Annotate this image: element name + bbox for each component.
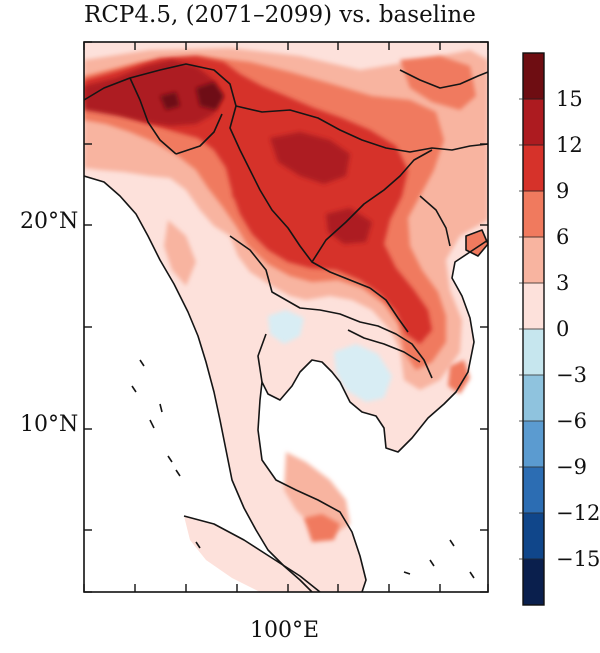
- colorbar-segment: [523, 283, 544, 330]
- colorbar-tick-label: −6: [556, 409, 587, 433]
- colorbar-segment: [523, 191, 544, 238]
- y-tick-label-20n: 20°N: [20, 209, 79, 234]
- colorbar-segment: [523, 421, 544, 468]
- map-frame: [83, 41, 489, 593]
- colorbar-tick-label: 9: [556, 179, 569, 203]
- colorbar-tick-label: 6: [556, 225, 569, 249]
- colorbar-segment: [523, 513, 544, 560]
- colorbar-segment: [523, 53, 544, 100]
- colorbar-tick-label: −12: [556, 501, 600, 525]
- colorbar: [519, 52, 545, 606]
- colorbar-tick-label: −15: [556, 547, 600, 571]
- colorbar-segment: [523, 559, 544, 606]
- colorbar-labels: 15 12 9 6 3 0 −3 −6 −9 −12 −15: [556, 87, 600, 571]
- colorbar-segment: [523, 99, 544, 146]
- temperature-anomaly-field: [84, 42, 488, 592]
- colorbar-segment: [523, 375, 544, 422]
- colorbar-tick-label: 0: [556, 317, 569, 341]
- colorbar-tick-label: 15: [556, 87, 583, 111]
- colorbar-tick-label: −9: [556, 455, 587, 479]
- colorbar-tick-label: −3: [556, 363, 587, 387]
- colorbar-tick-label: 12: [556, 133, 583, 157]
- country-borders: [84, 63, 488, 592]
- y-tick-label-10n: 10°N: [20, 412, 79, 437]
- colorbar-segment: [523, 329, 544, 376]
- colorbar-segment: [523, 467, 544, 514]
- x-tick-label-100e: 100°E: [250, 618, 320, 643]
- colorbar-tick-label: 3: [556, 271, 569, 295]
- colorbar-segment: [523, 145, 544, 192]
- map-title: RCP4.5, (2071–2099) vs. baseline: [84, 2, 476, 28]
- colorbar-segment: [523, 237, 544, 284]
